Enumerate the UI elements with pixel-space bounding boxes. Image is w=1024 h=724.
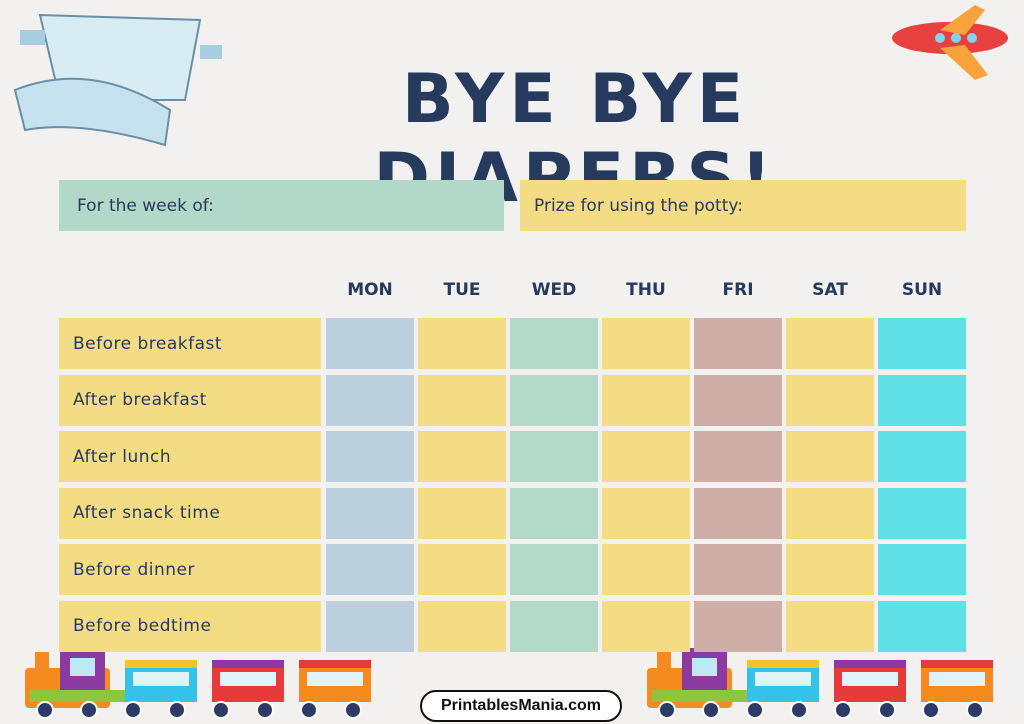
check-cell (418, 431, 506, 482)
train-part (657, 652, 671, 670)
train-part (878, 701, 896, 719)
check-cell (326, 544, 414, 595)
airplane-icon (892, 5, 1008, 80)
day-header: WED (531, 280, 577, 300)
check-cell (602, 374, 690, 426)
check-cell (878, 431, 966, 482)
row-label: Before breakfast (59, 318, 321, 369)
day-header: THU (626, 280, 666, 300)
check-cell (602, 600, 690, 652)
check-cell (878, 544, 966, 595)
train-part (300, 701, 318, 719)
title: BYE BYE DIAPERS! (373, 60, 777, 218)
train-part (133, 672, 189, 686)
check-cell (694, 318, 782, 369)
check-cell (786, 431, 874, 482)
train-part (256, 701, 274, 719)
check-cell (694, 431, 782, 482)
check-cell (510, 600, 598, 652)
check-cell (418, 374, 506, 426)
train-part (70, 658, 95, 676)
day-header: TUE (443, 280, 481, 300)
check-cell (510, 374, 598, 426)
check-cell (694, 544, 782, 595)
check-cell (878, 318, 966, 369)
train-part (299, 660, 371, 668)
train-part (702, 701, 720, 719)
check-cell (694, 374, 782, 426)
check-cell (510, 487, 598, 539)
check-cell (510, 544, 598, 595)
prize-field: Prize for using the potty: (520, 180, 966, 231)
train-part (929, 672, 985, 686)
check-cell (786, 544, 874, 595)
train-part (220, 672, 276, 686)
row-label: Before dinner (59, 544, 321, 595)
row-label: Before bedtime (59, 600, 321, 652)
check-cell (510, 431, 598, 482)
train-part (790, 701, 808, 719)
check-cell (694, 600, 782, 652)
check-cell (602, 487, 690, 539)
train-part (692, 658, 717, 676)
check-cell (418, 487, 506, 539)
check-cell (602, 544, 690, 595)
check-cell (418, 318, 506, 369)
week-field: For the week of: (59, 180, 504, 231)
check-cell (786, 487, 874, 539)
day-header: FRI (722, 280, 754, 300)
train-part (124, 701, 142, 719)
train-part (755, 672, 811, 686)
footer-badge: PrintablesMania.com (420, 690, 622, 722)
train-part (35, 652, 49, 670)
train-part (921, 660, 993, 668)
check-cell (878, 600, 966, 652)
train-part (212, 701, 230, 719)
train-part (834, 660, 906, 668)
check-cell (602, 318, 690, 369)
check-cell (418, 600, 506, 652)
check-cell (878, 374, 966, 426)
check-cell (418, 544, 506, 595)
check-cell (326, 374, 414, 426)
train-decoration (25, 648, 993, 719)
train-part (842, 672, 898, 686)
train-part (36, 701, 54, 719)
row-label: After snack time (59, 487, 321, 539)
train-part (30, 690, 125, 702)
train-part (307, 672, 363, 686)
train-part (658, 701, 676, 719)
check-cell (326, 318, 414, 369)
day-header: SUN (901, 280, 943, 300)
row-label: After lunch (59, 431, 321, 482)
train-part (212, 660, 284, 668)
check-cell (602, 431, 690, 482)
train-part (922, 701, 940, 719)
train-part (80, 701, 98, 719)
check-cell (510, 318, 598, 369)
diaper-icon (13, 13, 222, 147)
train-part (168, 701, 186, 719)
train-part (125, 660, 197, 668)
check-cell (786, 318, 874, 369)
day-header: MON (347, 280, 393, 300)
train-part (344, 701, 362, 719)
row-label: After breakfast (59, 374, 321, 426)
train-part (834, 701, 852, 719)
train-part (747, 660, 819, 668)
check-cell (694, 487, 782, 539)
train-part (746, 701, 764, 719)
check-cell (786, 374, 874, 426)
train-part (652, 690, 747, 702)
train-part (966, 701, 984, 719)
check-cell (326, 600, 414, 652)
check-cell (326, 431, 414, 482)
check-cell (878, 487, 966, 539)
day-header: SAT (812, 280, 848, 300)
check-cell (786, 600, 874, 652)
check-cell (326, 487, 414, 539)
